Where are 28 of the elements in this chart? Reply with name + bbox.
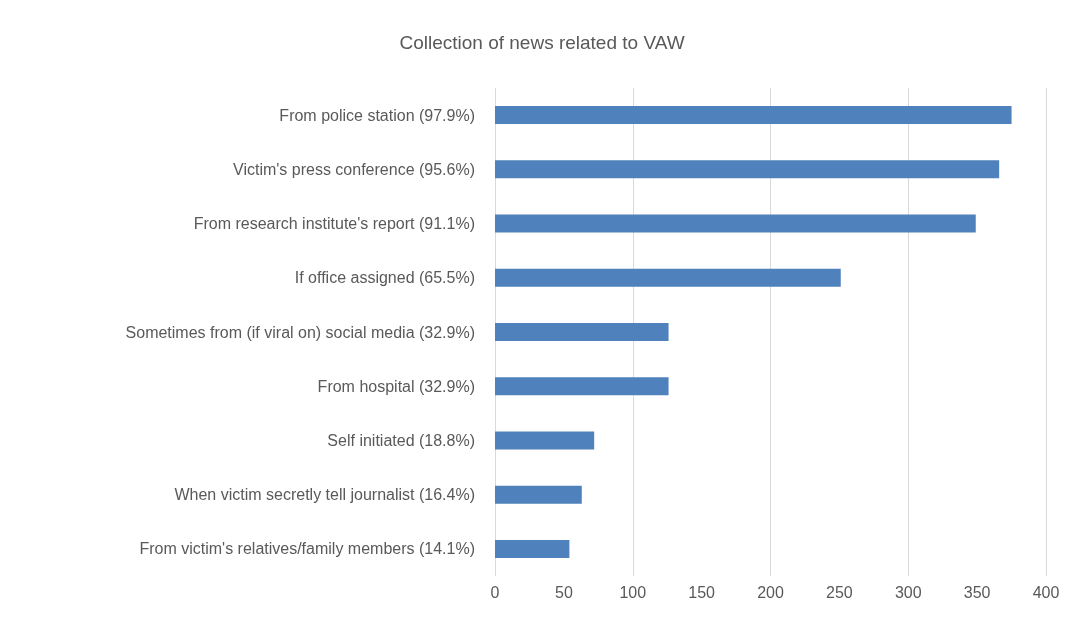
y-tick-label: When victim secretly tell journalist (16.4%) [174, 486, 475, 504]
bar [495, 323, 669, 341]
y-tick-label: Self initiated (18.8%) [327, 431, 475, 449]
y-tick-label: If office assigned (65.5%) [294, 269, 475, 287]
y-tick-label: From research institute's report (91.1%) [193, 215, 475, 233]
bar [495, 431, 595, 450]
x-tick-label: 300 [894, 583, 922, 601]
chart-title: Collection of news related to VAW [399, 32, 685, 53]
bar [495, 377, 669, 396]
x-tick-label: 350 [963, 583, 991, 601]
x-tick-label: 0 [490, 583, 500, 601]
y-tick-label: Sometimes from (if viral on) social media (32.9%) [125, 323, 475, 341]
bar [495, 106, 1012, 125]
y-tick-label: From hospital (32.9%) [317, 377, 475, 395]
x-tick-label: 100 [619, 583, 647, 601]
bar [495, 485, 582, 504]
x-tick-label: 50 [554, 583, 573, 601]
y-tick-label: Victim's press conference (95.6%) [233, 160, 475, 178]
x-tick-label: 200 [757, 583, 784, 601]
y-tick-label: From victim's relatives/family members (14.1%) [139, 540, 475, 558]
x-tick-label: 400 [1032, 583, 1060, 601]
bar [495, 539, 570, 558]
bar [495, 268, 841, 287]
y-tick-label: From police station (97.9%) [279, 106, 475, 124]
bar [495, 214, 976, 233]
x-tick-label: 150 [688, 583, 716, 601]
bar [495, 160, 1000, 179]
x-tick-label: 250 [826, 583, 853, 601]
